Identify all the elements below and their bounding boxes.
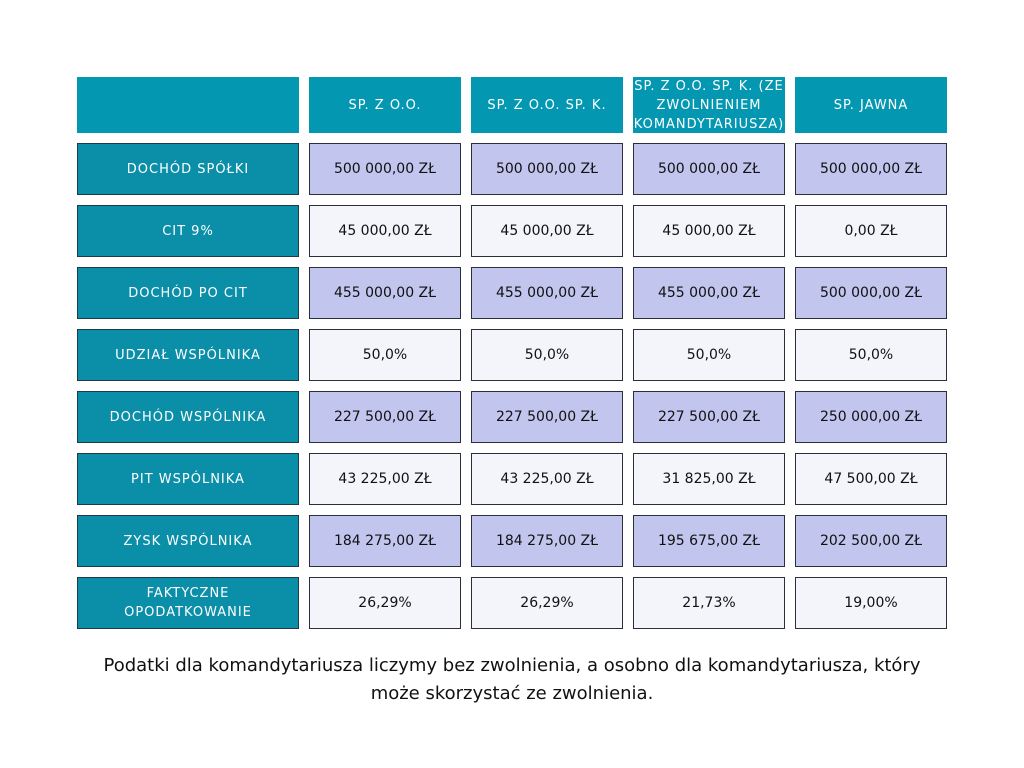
value-cell: 455 000,00 ZŁ: [471, 267, 623, 319]
corner-header: [77, 77, 299, 133]
row-label: DOCHÓD PO CIT: [77, 267, 299, 319]
value-cell: 31 825,00 ZŁ: [633, 453, 785, 505]
value-cell: 50,0%: [795, 329, 947, 381]
value-cell: 26,29%: [309, 577, 461, 629]
value-cell: 50,0%: [309, 329, 461, 381]
value-cell: 26,29%: [471, 577, 623, 629]
row-label: CIT 9%: [77, 205, 299, 257]
value-cell: 21,73%: [633, 577, 785, 629]
row-label: PIT WSPÓLNIKA: [77, 453, 299, 505]
column-header: SP. Z O.O.: [309, 77, 461, 133]
value-cell: 50,0%: [633, 329, 785, 381]
row-label: DOCHÓD SPÓŁKI: [77, 143, 299, 195]
value-cell: 45 000,00 ZŁ: [309, 205, 461, 257]
row-label: ZYSK WSPÓLNIKA: [77, 515, 299, 567]
value-cell: 500 000,00 ZŁ: [795, 143, 947, 195]
value-cell: 195 675,00 ZŁ: [633, 515, 785, 567]
row-label: DOCHÓD WSPÓLNIKA: [77, 391, 299, 443]
row-label: UDZIAŁ WSPÓLNIKA: [77, 329, 299, 381]
value-cell: 43 225,00 ZŁ: [471, 453, 623, 505]
column-header: SP. Z O.O. SP. K. (ZE ZWOLNIENIEM KOMAND…: [633, 77, 785, 133]
column-header: SP. Z O.O. SP. K.: [471, 77, 623, 133]
column-header: SP. JAWNA: [795, 77, 947, 133]
value-cell: 455 000,00 ZŁ: [633, 267, 785, 319]
value-cell: 47 500,00 ZŁ: [795, 453, 947, 505]
value-cell: 455 000,00 ZŁ: [309, 267, 461, 319]
value-cell: 184 275,00 ZŁ: [471, 515, 623, 567]
value-cell: 500 000,00 ZŁ: [471, 143, 623, 195]
value-cell: 184 275,00 ZŁ: [309, 515, 461, 567]
value-cell: 0,00 ZŁ: [795, 205, 947, 257]
value-cell: 45 000,00 ZŁ: [633, 205, 785, 257]
row-label: FAKTYCZNE OPODATKOWANIE: [77, 577, 299, 629]
value-cell: 227 500,00 ZŁ: [633, 391, 785, 443]
value-cell: 227 500,00 ZŁ: [309, 391, 461, 443]
value-cell: 500 000,00 ZŁ: [795, 267, 947, 319]
value-cell: 45 000,00 ZŁ: [471, 205, 623, 257]
value-cell: 202 500,00 ZŁ: [795, 515, 947, 567]
value-cell: 250 000,00 ZŁ: [795, 391, 947, 443]
value-cell: 500 000,00 ZŁ: [633, 143, 785, 195]
footnote: Podatki dla komandytariusza liczymy bez …: [103, 655, 921, 704]
value-cell: 43 225,00 ZŁ: [309, 453, 461, 505]
value-cell: 19,00%: [795, 577, 947, 629]
value-cell: 227 500,00 ZŁ: [471, 391, 623, 443]
value-cell: 500 000,00 ZŁ: [309, 143, 461, 195]
value-cell: 50,0%: [471, 329, 623, 381]
